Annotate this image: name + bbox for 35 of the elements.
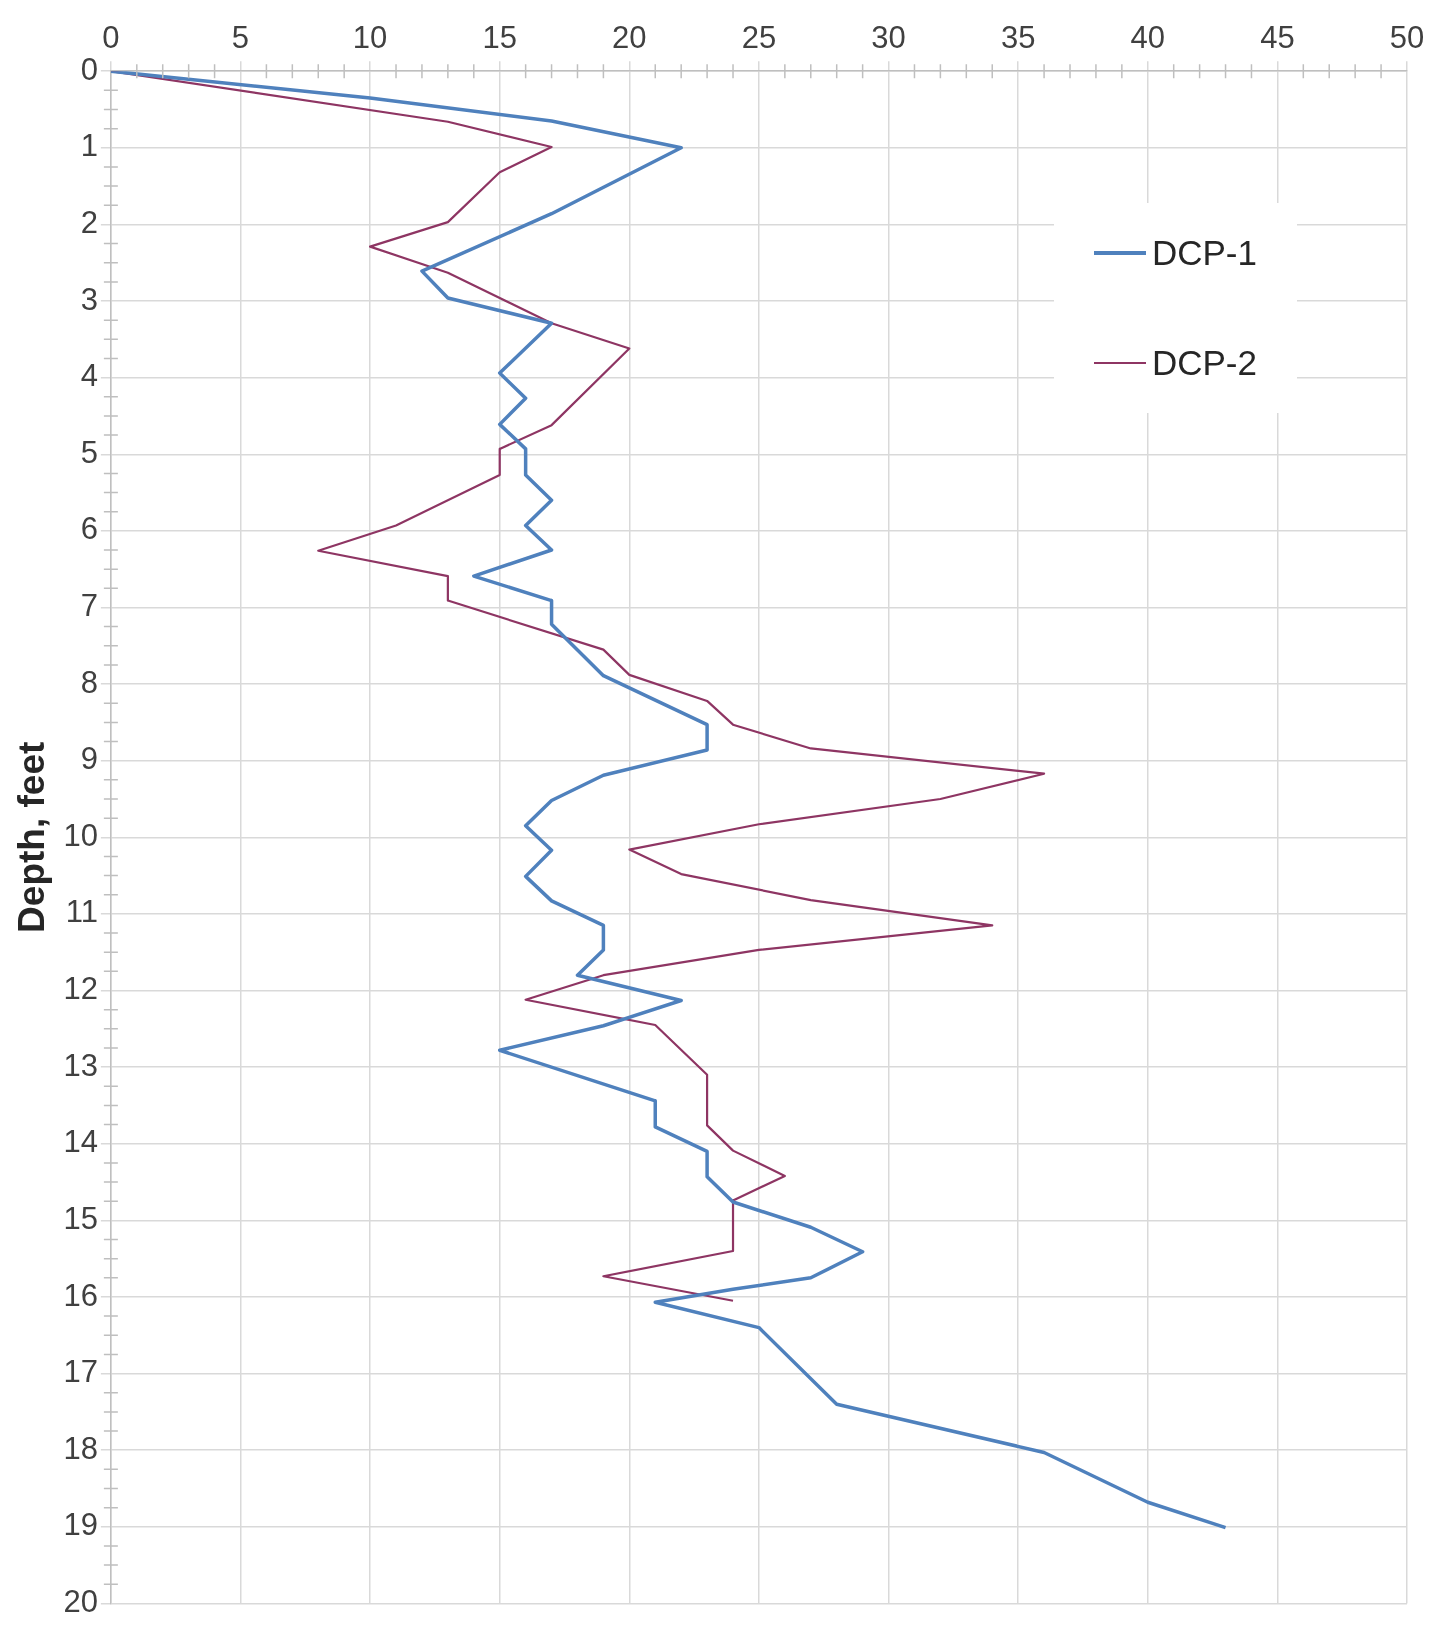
y-tick-label: 8	[80, 664, 98, 700]
x-tick-label: 50	[1389, 20, 1425, 56]
y-tick-label: 20	[63, 1583, 98, 1619]
y-tick-label: 16	[63, 1277, 98, 1313]
x-tick-label: 5	[231, 20, 250, 56]
x-tick-label: 15	[482, 20, 517, 56]
y-tick-label: 2	[80, 204, 98, 240]
x-tick-label: 25	[741, 20, 777, 56]
y-tick-label: 4	[80, 358, 98, 394]
y-tick-label: 11	[65, 894, 98, 930]
x-tick-label: 45	[1260, 20, 1295, 56]
y-tick-label: 1	[80, 128, 98, 164]
y-tick-label: 13	[63, 1047, 98, 1083]
y-tick-label: 17	[63, 1354, 98, 1390]
y-tick-label: 18	[63, 1430, 98, 1466]
legend-label: DCP-1	[1151, 233, 1257, 273]
y-tick-label: 10	[63, 817, 98, 853]
x-tick-label: 20	[612, 20, 647, 56]
y-tick-label: 14	[63, 1124, 98, 1160]
x-tick-label: 40	[1130, 20, 1166, 56]
x-tick-label: 0	[102, 20, 120, 56]
y-tick-label: 5	[80, 434, 98, 470]
y-tick-label: 19	[63, 1507, 98, 1543]
y-tick-label: 3	[80, 281, 98, 317]
x-tick-label: 10	[352, 20, 388, 56]
legend-label: DCP-2	[1151, 343, 1257, 383]
x-tick-label: 30	[871, 20, 906, 56]
y-tick-label: 0	[80, 51, 98, 87]
y-tick-label: 12	[63, 971, 98, 1007]
y-tick-label: 7	[80, 588, 98, 624]
x-tick-label: 35	[1000, 20, 1036, 56]
y-axis-title: Depth, feet	[11, 741, 53, 933]
y-tick-label: 15	[63, 1200, 98, 1236]
y-tick-label: 6	[80, 511, 98, 547]
y-tick-label: 9	[80, 741, 98, 777]
